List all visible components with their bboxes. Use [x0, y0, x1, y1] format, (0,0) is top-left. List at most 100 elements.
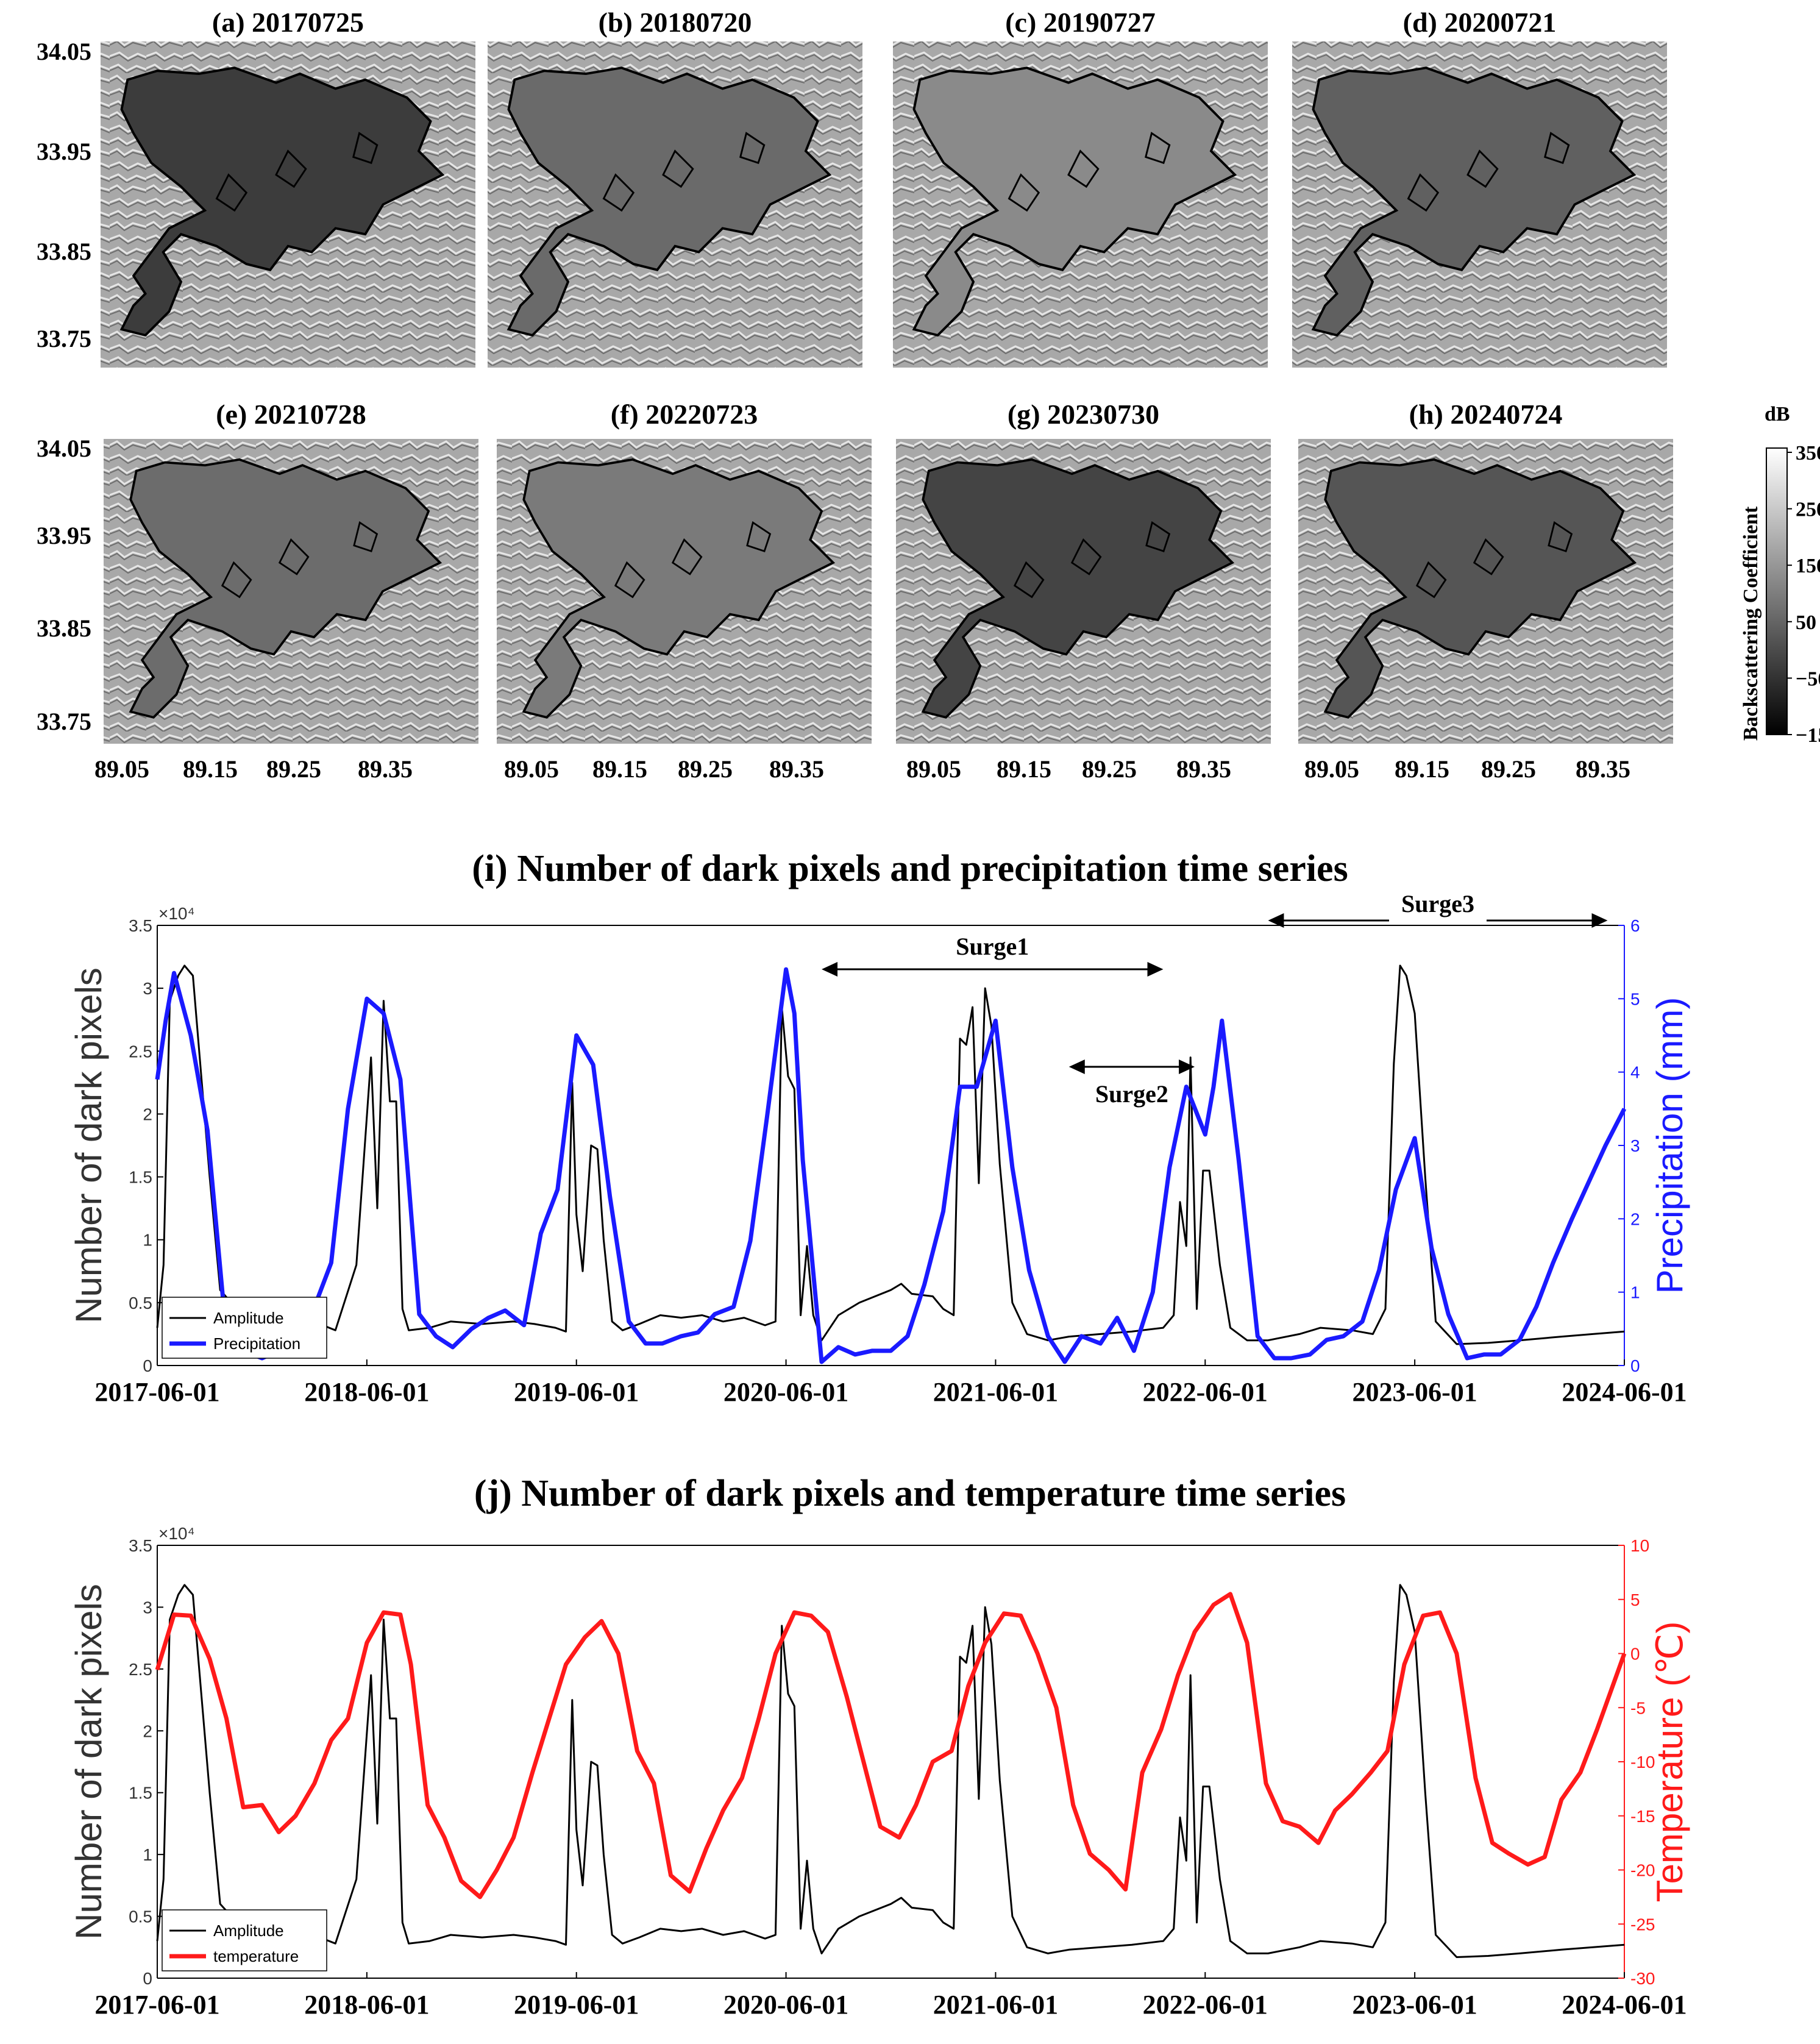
- colorbar-label: Backscattering Coefficient: [1740, 506, 1762, 741]
- colorbar-tick-label: −50: [1796, 668, 1820, 690]
- lat-tick-label: 33.85: [37, 238, 91, 265]
- x-tick-label: 2017-06-01: [94, 1377, 219, 1407]
- x-tick-label: 2023-06-01: [1352, 1377, 1477, 1407]
- lon-tick-label: 89.25: [266, 755, 321, 783]
- surge-label: Surge1: [956, 933, 1029, 960]
- chart-precipitation: (i) Number of dark pixels and precipitat…: [68, 848, 1690, 1407]
- legend-label: temperature: [213, 1947, 299, 1965]
- sar-panel: (b) 20180720: [488, 7, 862, 368]
- y-right-tick-label: -10: [1630, 1753, 1655, 1772]
- sar-panel: (c) 20190727: [893, 7, 1268, 368]
- y-right-tick-label: 10: [1630, 1536, 1649, 1555]
- lon-tick-label: 89.35: [1576, 755, 1630, 783]
- y-tick-label: 1: [143, 1845, 152, 1864]
- y-right-tick-label: 5: [1630, 1590, 1640, 1609]
- x-tick-label: 2024-06-01: [1562, 1377, 1687, 1407]
- surge-annotation: Surge3: [1268, 890, 1608, 928]
- arrow-head-left: [1068, 1059, 1085, 1074]
- y-right-tick-label: -5: [1630, 1698, 1646, 1717]
- legend-label: Amplitude: [213, 1921, 284, 1940]
- y-tick-label: 0: [143, 1356, 152, 1375]
- x-tick-label: 2019-06-01: [514, 1377, 639, 1407]
- panel-title: (d) 20200721: [1403, 7, 1557, 38]
- legend-label: Precipitation: [213, 1334, 300, 1353]
- colorbar-tick-label: 350: [1796, 442, 1820, 465]
- lon-tick-label: 89.25: [1082, 755, 1137, 783]
- y-exponent: ×10⁴: [158, 1524, 195, 1543]
- legend: Amplitude Precipitation: [162, 1297, 327, 1359]
- y-right-tick-label: 0: [1630, 1645, 1640, 1664]
- lon-tick-label: 89.35: [358, 755, 413, 783]
- lat-tick-label: 33.75: [37, 708, 91, 735]
- panel-title: (e) 20210728: [216, 399, 366, 430]
- y-right-tick-label: 1: [1630, 1283, 1640, 1302]
- chart-temperature: (j) Number of dark pixels and temperatur…: [68, 1473, 1690, 2020]
- series-line-amplitude: [156, 1584, 1625, 1958]
- chart-j-title: (j) Number of dark pixels and temperatur…: [474, 1473, 1346, 1514]
- panel-title: (c) 20190727: [1005, 7, 1156, 38]
- arrow-head-left: [822, 962, 838, 977]
- surge-annotation: Surge1: [822, 933, 1164, 977]
- colorbar-tick-label: 250: [1796, 499, 1820, 521]
- y-tick-label: 2.5: [129, 1042, 152, 1061]
- y-right-tick-label: 6: [1630, 916, 1640, 935]
- x-tick-label: 2020-06-01: [723, 1377, 848, 1407]
- arrow-head-right: [1591, 913, 1608, 928]
- sar-panel: (g) 20230730: [896, 399, 1271, 744]
- y-axis-label: Number of dark pixels: [68, 967, 109, 1323]
- colorbar-gradient: [1766, 447, 1788, 735]
- surge-label: Surge3: [1401, 890, 1474, 917]
- lon-tick-label: 89.25: [1481, 755, 1536, 783]
- legend: Amplitude temperature: [162, 1909, 327, 1971]
- chart-i-title: (i) Number of dark pixels and precipitat…: [472, 848, 1348, 889]
- arrow-head-right: [1179, 1059, 1195, 1074]
- arrow-head-left: [1268, 913, 1284, 928]
- sar-panel: (f) 20220723: [497, 399, 872, 744]
- y-tick-label: 0.5: [129, 1294, 152, 1312]
- x-tick-label: 2022-06-01: [1143, 1377, 1268, 1407]
- x-tick-label: 2018-06-01: [304, 1377, 429, 1407]
- y-right-tick-label: -20: [1630, 1861, 1655, 1880]
- x-tick-label: 2020-06-01: [723, 1990, 848, 2020]
- x-tick-label: 2019-06-01: [514, 1990, 639, 2020]
- y-tick-label: 1.5: [129, 1784, 152, 1803]
- y-tick-label: 1.5: [129, 1168, 152, 1187]
- lon-tick-label: 89.35: [769, 755, 824, 783]
- lon-tick-label: 89.05: [94, 755, 149, 783]
- y-tick-label: 2.5: [129, 1660, 152, 1679]
- y-tick-label: 1: [143, 1231, 152, 1250]
- lat-tick-label: 34.05: [37, 435, 91, 462]
- y-right-tick-label: -25: [1630, 1915, 1655, 1934]
- y-tick-label: 2: [143, 1722, 152, 1740]
- legend-box: [162, 1909, 327, 1971]
- sar-panel: (e) 20210728: [104, 399, 478, 744]
- lon-tick-label: 89.25: [678, 755, 733, 783]
- series-line-temperature: [155, 1592, 1627, 1900]
- lon-tick-label: 89.15: [997, 755, 1051, 783]
- y-axis-label: Number of dark pixels: [68, 1584, 109, 1940]
- colorbar: dB Backscattering Coefficient 350 250 150 5…: [1740, 403, 1820, 747]
- x-tick-label: 2017-06-01: [94, 1990, 219, 2020]
- sar-panel: (h) 20240724: [1298, 399, 1673, 744]
- x-tick-label: 2018-06-01: [304, 1990, 429, 2020]
- surge-label-bg: [1388, 891, 1487, 922]
- lat-tick-label: 33.75: [37, 325, 91, 352]
- panel-title: (b) 20180720: [599, 7, 752, 38]
- panel-title: (a) 20170725: [212, 7, 364, 38]
- surge-annotation: Surge2: [1068, 1059, 1195, 1108]
- sar-panel: (d) 20200721: [1292, 7, 1667, 368]
- legend-box: [162, 1297, 327, 1359]
- y-tick-label: 2: [143, 1105, 152, 1123]
- y-right-axis-label: Temperature (℃): [1649, 1622, 1690, 1903]
- x-tick-label: 2024-06-01: [1562, 1990, 1687, 2020]
- panel-title: (f) 20220723: [611, 399, 758, 430]
- arrow-head-right: [1147, 962, 1164, 977]
- sar-image-panels: (a) 20170725 (b) 20180720 (c) 20190727 (d) …: [37, 7, 1673, 783]
- lat-tick-label: 33.95: [37, 138, 91, 165]
- series-line-amplitude: [156, 964, 1625, 1345]
- y-tick-label: 0: [143, 1969, 152, 1988]
- lon-tick-label: 89.15: [592, 755, 647, 783]
- colorbar-unit: dB: [1765, 403, 1790, 426]
- y-right-tick-label: 2: [1630, 1209, 1640, 1228]
